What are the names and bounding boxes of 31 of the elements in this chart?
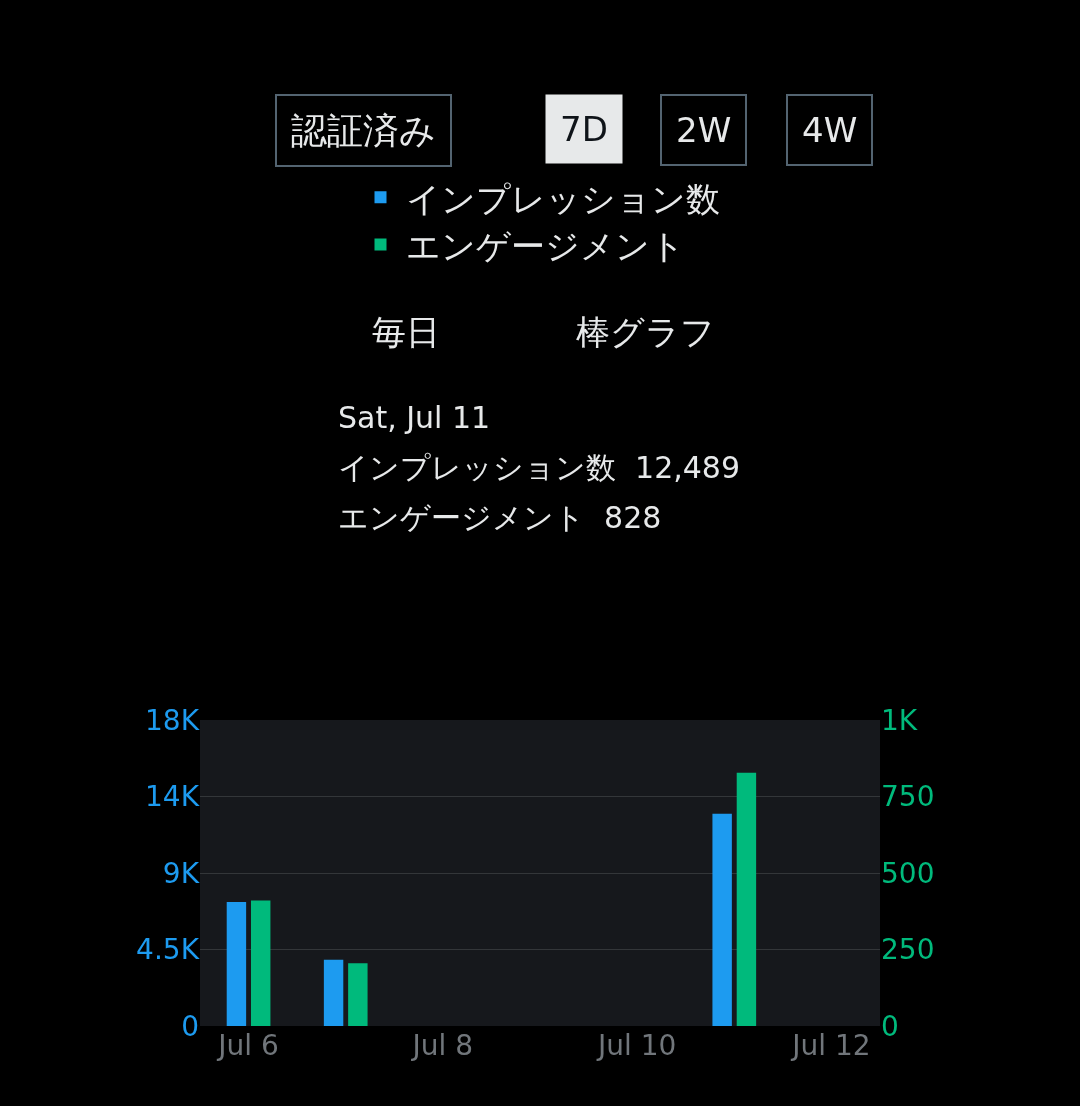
y2-tick-label: 500 [881, 856, 935, 890]
text: Sat, Jul 11 [338, 400, 491, 435]
text: 毎日 [372, 312, 440, 352]
bar [226, 901, 247, 1026]
y-tick-label: 18K [145, 703, 200, 737]
bar [251, 900, 271, 1026]
y-tick-label: 9K [162, 856, 200, 890]
y2-tick-label: 1K [881, 703, 918, 737]
y2-tick-label: 250 [881, 933, 935, 967]
y2-tick-label: 0 [881, 1009, 899, 1043]
x-tick-label: Jul 6 [216, 1029, 279, 1062]
text: インプレッション数 12,489 [338, 450, 741, 485]
legend-label: エンゲージメント [405, 225, 685, 266]
bar [736, 772, 757, 1026]
text: 棒グラフ [576, 312, 715, 352]
y-tick-label: 0 [181, 1009, 199, 1043]
bar [323, 959, 344, 1026]
text: 2W [676, 110, 732, 150]
bar [712, 813, 732, 1026]
y2-tick-label: 750 [881, 780, 935, 814]
text: 認証済み [291, 110, 436, 151]
text: 7D [560, 109, 608, 149]
text: エンゲージメント 828 [338, 500, 662, 535]
text: 4W [802, 110, 858, 150]
x-tick-label: Jul 12 [790, 1029, 871, 1062]
y-tick-label: 14K [145, 780, 200, 814]
legend-label: インプレッション数 [405, 178, 720, 219]
bar [348, 963, 368, 1026]
x-tick-label: Jul 10 [595, 1029, 677, 1062]
y-tick-label: 4.5K [136, 933, 200, 967]
x-tick-label: Jul 8 [410, 1029, 474, 1062]
